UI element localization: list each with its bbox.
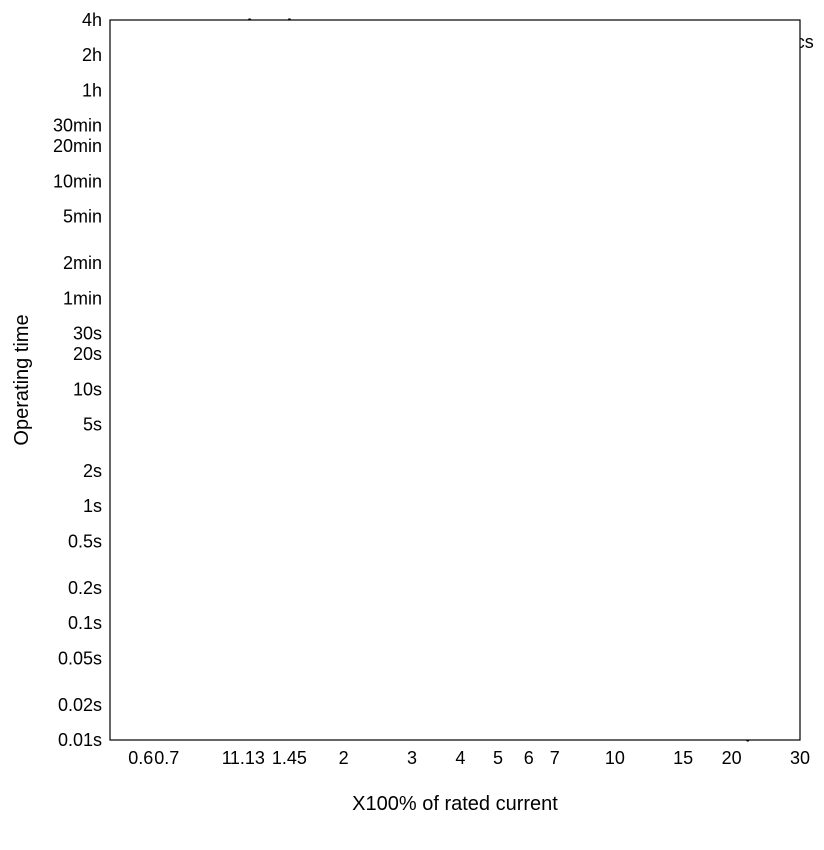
y-tick-label: 1min — [63, 288, 102, 308]
y-tick-label: 0.1s — [68, 613, 102, 633]
x-tick-label: 6 — [524, 748, 534, 768]
x-tick-label: 1.45 — [272, 748, 307, 768]
y-tick-label: 5min — [63, 207, 102, 227]
y-tick-label: 2h — [82, 45, 102, 65]
x-tick-label: 2 — [339, 748, 349, 768]
operating-characteristics-chart: BCD 4h2h1h30min20min10min5min2min1min30s… — [0, 0, 824, 850]
x-tick-label: 15 — [673, 748, 693, 768]
y-tick-label: 0.02s — [58, 695, 102, 715]
x-tick-label: 10 — [605, 748, 625, 768]
y-tick-label: 10min — [53, 171, 102, 191]
y-tick-label: 4h — [82, 10, 102, 30]
y-tick-label: 0.05s — [58, 648, 102, 668]
y-tick-label: 0.2s — [68, 578, 102, 598]
y-tick-label: 10s — [73, 379, 102, 399]
y-tick-label: 1s — [83, 496, 102, 516]
y-tick-label: 20min — [53, 136, 102, 156]
y-tick-label: 5s — [83, 414, 102, 434]
x-axis-label: X100% of rated current — [352, 793, 558, 815]
y-axis-label: Operating time — [11, 314, 33, 445]
x-tick-label: 0.6 — [128, 748, 153, 768]
y-tick-label: 2min — [63, 253, 102, 273]
x-tick-label: 3 — [407, 748, 417, 768]
x-tick-label: 7 — [550, 748, 560, 768]
y-tick-label: 20s — [73, 344, 102, 364]
x-tick-label: 30 — [790, 748, 810, 768]
y-tick-label: 2s — [83, 461, 102, 481]
y-tick-label: 30s — [73, 323, 102, 343]
x-tick-label: 1.13 — [230, 748, 265, 768]
y-tick-label: 0.5s — [68, 531, 102, 551]
y-tick-label: 0.01s — [58, 730, 102, 750]
y-tick-label: 1h — [82, 80, 102, 100]
y-tick-label: 30min — [53, 116, 102, 136]
x-tick-label: 5 — [493, 748, 503, 768]
x-tick-label: 20 — [722, 748, 742, 768]
x-tick-label: 0.7 — [154, 748, 179, 768]
x-tick-label: 4 — [455, 748, 465, 768]
